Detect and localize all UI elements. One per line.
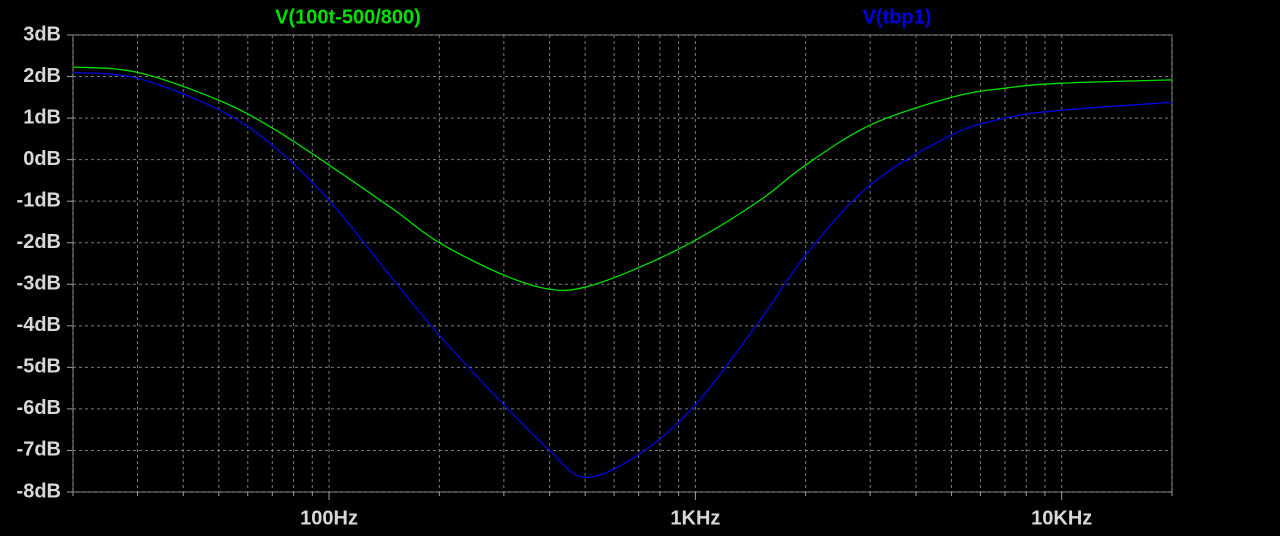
plot-frame	[72, 34, 1173, 493]
legend-entry: V(100t-500/800)	[275, 6, 421, 28]
x-tick-label: 100Hz	[300, 507, 358, 529]
y-tick-label: 0dB	[23, 148, 61, 170]
x-tick-label: 1KHz	[670, 507, 720, 529]
y-tick-label: -1dB	[17, 189, 61, 211]
y-tick-label: -3dB	[17, 273, 61, 295]
y-tick-label: -6dB	[17, 397, 61, 419]
x-tick-label: 10KHz	[1031, 507, 1092, 529]
series-line	[72, 66, 1173, 292]
y-tick-label: -8dB	[17, 480, 61, 502]
series-line	[72, 71, 1173, 479]
y-tick-label: -5dB	[17, 356, 61, 378]
y-tick-label: -7dB	[17, 439, 61, 461]
y-tick-label: 1dB	[23, 106, 61, 128]
y-tick-label: -4dB	[17, 314, 61, 336]
y-tick-label: 3dB	[23, 23, 61, 45]
y-tick-label: -2dB	[17, 231, 61, 253]
y-tick-label: 2dB	[23, 65, 61, 87]
legend-entry: V(tbp1)	[863, 6, 932, 28]
